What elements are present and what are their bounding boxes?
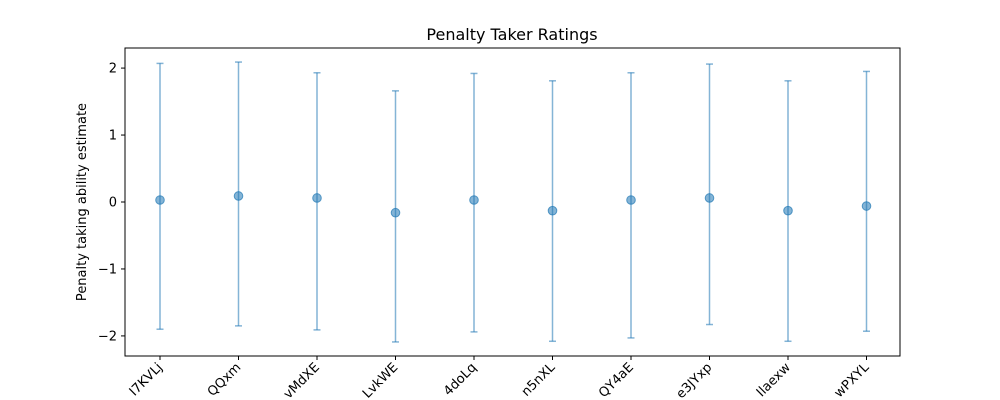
y-axis: −2 −1 0 1 2 [98,62,125,344]
chart-title: Penalty Taker Ratings [426,25,597,44]
data-point [704,193,715,203]
data-point [783,205,793,216]
data-point [547,205,558,216]
data-point [155,195,165,205]
data-point [390,207,401,218]
y-tick-label: 1 [109,129,117,144]
y-tick-label: 0 [109,196,117,211]
y-axis-label: Penalty taking ability estimate [75,103,90,301]
y-tick-label: −2 [98,329,117,344]
data-point [233,191,244,201]
y-tick-label: 2 [109,62,117,77]
data-point [861,201,872,211]
data-series [155,61,872,343]
data-point [469,195,479,205]
data-point [626,195,636,205]
data-point [312,193,322,203]
y-tick-label: −1 [98,262,117,277]
